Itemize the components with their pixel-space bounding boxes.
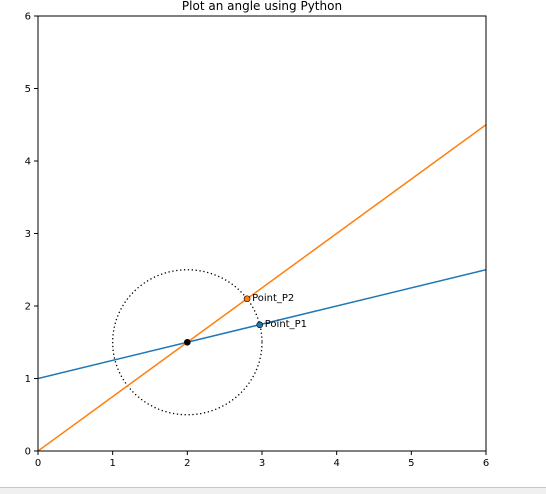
chart-title: Plot an angle using Python	[182, 0, 342, 13]
x-tick-label: 0	[35, 458, 41, 469]
y-tick-label: 4	[25, 157, 31, 168]
x-axis: 0 1 2 3 4 5 6	[35, 451, 489, 469]
y-tick-label: 5	[25, 84, 31, 95]
marker-point-1	[184, 338, 191, 346]
marker-point-2	[256, 321, 264, 329]
marker-label-3: Point_P2	[252, 293, 294, 304]
x-tick-label: 2	[184, 458, 190, 469]
series-line-2	[38, 124, 486, 451]
plot-area: Point_P1 Point_P2	[38, 124, 486, 451]
y-tick-label: 6	[25, 12, 31, 23]
x-tick-label: 1	[109, 458, 115, 469]
x-tick-label: 5	[408, 458, 414, 469]
axes-frame	[37, 15, 487, 452]
x-tick-label: 4	[333, 458, 339, 469]
window-bottom-border	[0, 487, 546, 494]
y-tick-label: 2	[25, 302, 31, 313]
marker-label-2: Point_P1	[265, 319, 307, 330]
y-tick-label: 0	[25, 447, 31, 458]
y-axis: 0 1 2 3 4 5 6	[25, 12, 38, 458]
y-tick-label: 1	[25, 374, 31, 385]
dotted-circle	[112, 269, 263, 416]
y-tick-label: 3	[25, 229, 31, 240]
marker-point-3	[243, 295, 251, 303]
x-tick-label: 6	[483, 458, 489, 469]
x-tick-label: 3	[259, 458, 265, 469]
